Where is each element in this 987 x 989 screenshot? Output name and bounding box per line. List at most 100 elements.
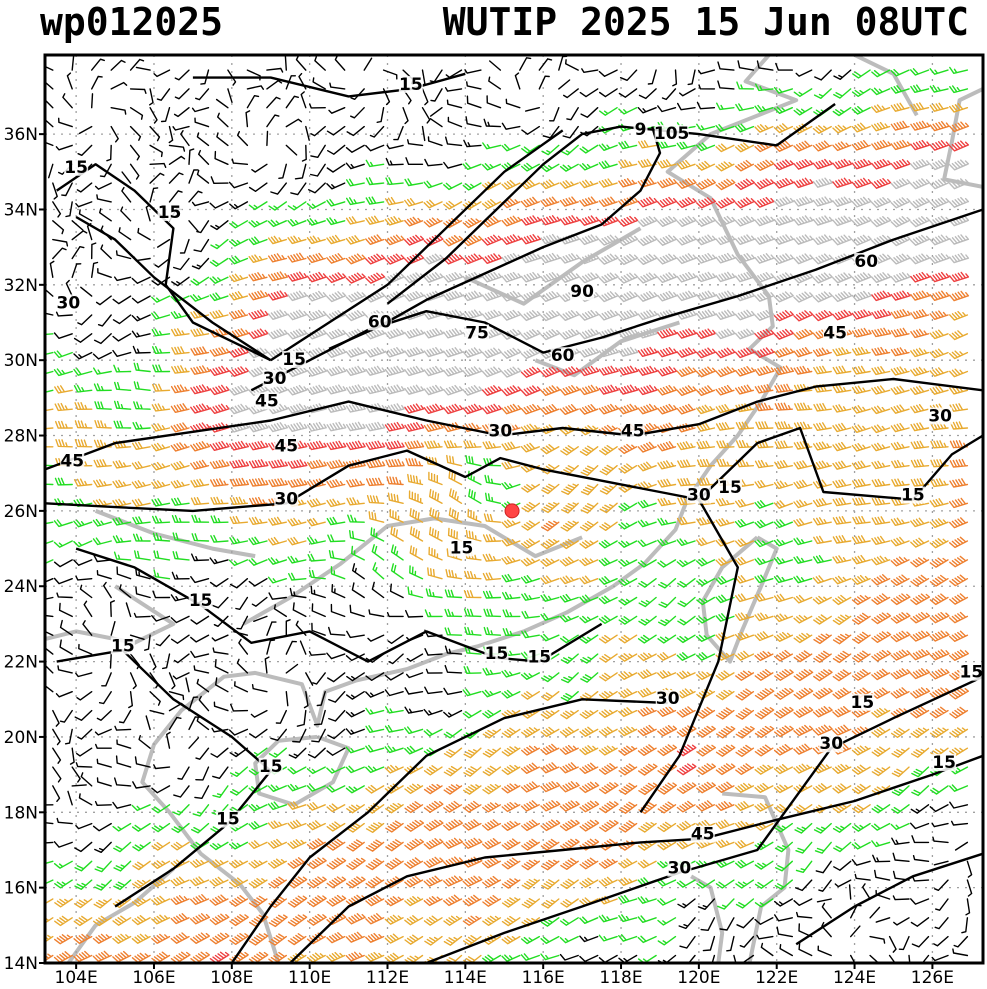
wind-barb <box>316 691 326 707</box>
wind-barb <box>501 179 521 190</box>
wind-barb <box>53 332 73 339</box>
wind-barb <box>521 501 540 513</box>
wind-barb <box>463 666 482 674</box>
wind-barb <box>910 422 930 432</box>
wind-barb <box>287 384 308 396</box>
wind-barb <box>96 758 112 768</box>
wind-barb <box>365 215 385 225</box>
wind-barb <box>209 951 230 963</box>
wind-barb <box>910 557 930 568</box>
wind-barb <box>657 441 677 452</box>
wind-barb <box>561 672 579 684</box>
wind-barb <box>421 88 429 106</box>
wind-barb <box>735 763 755 775</box>
wind-barb <box>521 538 540 549</box>
wind-barb <box>423 708 443 716</box>
wind-barb <box>326 272 347 284</box>
wind-barb <box>871 804 891 814</box>
wind-barb <box>115 755 132 768</box>
wind-barb <box>851 460 871 470</box>
wind-barb <box>466 95 482 109</box>
wind-barb <box>191 533 210 542</box>
wind-barb <box>443 837 464 849</box>
wind-barb <box>445 69 463 78</box>
wind-barb <box>871 822 891 831</box>
wind-barb <box>696 328 717 339</box>
wind-barb <box>481 347 502 359</box>
wind-barb <box>191 201 210 207</box>
wind-barb <box>715 613 735 622</box>
wind-barb <box>326 234 346 245</box>
wind-barb <box>618 384 639 395</box>
wind-barb <box>579 709 599 719</box>
wind-barb <box>966 860 973 878</box>
wind-barb <box>794 402 813 411</box>
wind-barb <box>672 69 678 87</box>
isotach-contour <box>56 163 272 362</box>
wind-barb <box>268 459 288 469</box>
wind-barb <box>229 859 249 869</box>
wind-barb <box>657 290 678 302</box>
wind-barb <box>249 728 268 739</box>
wind-barb <box>696 271 717 283</box>
wind-barb <box>812 158 833 170</box>
wind-barb <box>423 800 444 813</box>
wind-barb <box>715 576 735 585</box>
wind-barb <box>910 102 930 112</box>
lon-tick-label: 122E <box>755 968 798 988</box>
wind-barb <box>409 526 424 542</box>
wind-barb <box>135 66 151 71</box>
wind-barb <box>618 634 638 644</box>
wind-barb <box>229 841 249 850</box>
wind-barb <box>677 102 696 111</box>
coastline-segment <box>242 516 583 626</box>
wind-barb <box>229 220 249 229</box>
wind-barb <box>949 766 969 775</box>
wind-barb <box>285 691 289 707</box>
wind-barb <box>520 672 540 680</box>
wind-barb <box>696 615 716 624</box>
wind-barb <box>365 347 386 358</box>
wind-barb <box>191 822 210 834</box>
wind-barb <box>390 563 404 580</box>
wind-barb <box>326 163 346 173</box>
wind-barb <box>307 913 327 926</box>
wind-barb <box>211 596 229 609</box>
wind-barb <box>96 709 112 721</box>
wind-barb <box>384 933 404 944</box>
wind-barb <box>482 198 502 210</box>
wind-barb <box>94 182 112 190</box>
wind-barb <box>754 744 774 757</box>
wind-barb <box>229 459 250 469</box>
wind-barb <box>851 594 871 606</box>
wind-barb <box>366 477 385 487</box>
wind-barb <box>152 346 171 354</box>
wind-barb <box>444 608 463 618</box>
wind-barb <box>501 954 521 962</box>
wind-barb <box>266 621 277 636</box>
wind-barb <box>850 925 861 938</box>
wind-barb <box>429 118 443 128</box>
wind-barb <box>579 163 599 171</box>
wind-barb <box>735 782 755 793</box>
wind-barb <box>898 935 910 951</box>
wind-barb <box>735 859 755 869</box>
wind-barb <box>540 538 560 550</box>
wind-barb <box>129 144 140 161</box>
wind-barb <box>212 766 229 779</box>
wind-barb <box>295 55 307 71</box>
isotach-contour <box>45 449 700 513</box>
wind-barb <box>812 272 833 284</box>
wind-barb <box>209 913 230 926</box>
wind-barb <box>404 726 424 735</box>
wind-barb <box>618 858 638 869</box>
wind-barb <box>930 478 949 488</box>
wind-barb <box>79 584 93 599</box>
wind-barb <box>793 440 813 450</box>
wind-barb <box>734 197 755 209</box>
wind-barb <box>73 559 93 566</box>
wind-barb <box>384 196 404 206</box>
wind-barb <box>598 954 618 963</box>
wind-barb <box>78 125 93 135</box>
wind-barb <box>676 538 696 546</box>
